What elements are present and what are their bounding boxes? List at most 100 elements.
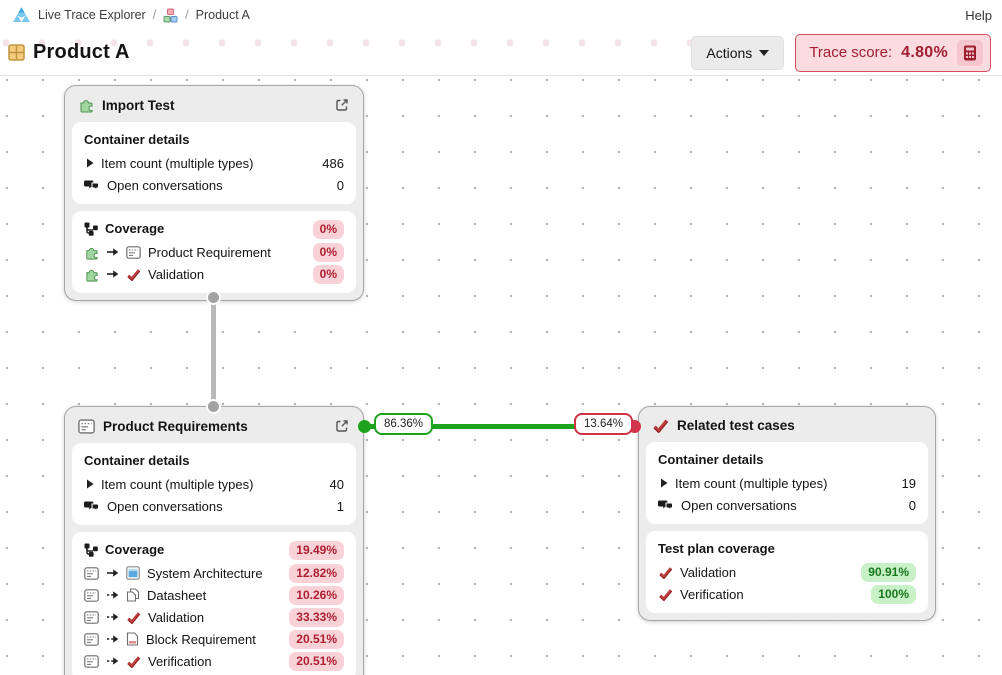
- puzzle-icon: [78, 97, 94, 113]
- detail-row: Item count (multiple types) 19: [658, 472, 916, 494]
- actions-button[interactable]: Actions: [691, 35, 785, 70]
- coverage-target: Validation: [148, 266, 205, 282]
- connector-dot-top: [206, 290, 221, 305]
- form-icon: [84, 566, 99, 580]
- triangle-right-icon[interactable]: [86, 479, 94, 489]
- detail-row: Open conversations 0: [84, 174, 344, 196]
- section-heading: Container details: [658, 452, 764, 467]
- coverage-badge: 10.26%: [289, 585, 344, 605]
- external-link-icon[interactable]: [334, 97, 350, 113]
- trace-score-badge[interactable]: Trace score: 4.80%: [795, 33, 991, 72]
- coverage-total-badge: 19.49%: [289, 540, 344, 560]
- card-related-test-cases[interactable]: Related test cases Container details Ite…: [638, 406, 936, 621]
- coverage-target: Verification: [148, 653, 212, 669]
- page-title: Product A: [33, 41, 130, 63]
- trace-icon: [84, 543, 98, 557]
- coverage-badge: 12.82%: [289, 563, 344, 583]
- breadcrumb-current[interactable]: Product A: [195, 8, 250, 22]
- card-product-requirements-header: Product Requirements: [65, 407, 363, 443]
- top-bar: Live Trace Explorer / / Product A Help: [0, 0, 1002, 30]
- form-icon: [84, 588, 99, 602]
- breadcrumb-separator: /: [152, 8, 157, 22]
- edge-label-red[interactable]: 13.64%: [574, 413, 634, 435]
- coverage-target: Validation: [680, 564, 737, 580]
- puzzle-icon: [84, 267, 99, 282]
- check-icon: [652, 418, 669, 433]
- check-icon: [126, 611, 141, 624]
- card-title: Import Test: [102, 97, 175, 113]
- grid-icon: [8, 44, 25, 61]
- coverage-row: Verification 100%: [658, 583, 916, 605]
- check-icon: [658, 566, 673, 579]
- connector-dot-bottom: [206, 399, 221, 414]
- coverage-row: Validation 0%: [84, 263, 344, 285]
- card-related-test-cases-header: Related test cases: [639, 407, 935, 442]
- triangle-right-icon[interactable]: [86, 158, 94, 168]
- arrow-right-dashed-icon: [106, 612, 119, 622]
- edge-green-line: [362, 424, 636, 429]
- container-details-section: Container details Item count (multiple t…: [72, 443, 356, 525]
- arrow-right-dashed-icon: [106, 656, 119, 666]
- conversations-icon: [658, 498, 674, 512]
- form-icon: [84, 632, 99, 646]
- arrow-right-dashed-icon: [106, 634, 119, 644]
- coverage-heading: Coverage: [105, 542, 165, 557]
- detail-label: Open conversations: [681, 497, 797, 513]
- coverage-badge: 20.51%: [289, 629, 344, 649]
- check-icon: [126, 655, 141, 668]
- form-icon: [126, 245, 141, 259]
- detail-row: Open conversations 1: [84, 495, 344, 517]
- coverage-target: System Architecture: [147, 565, 263, 581]
- detail-label: Item count (multiple types): [675, 475, 828, 491]
- coverage-heading-row: Coverage 19.49%: [84, 540, 344, 560]
- block-requirement-icon: [126, 632, 139, 646]
- trace-score-value: 4.80%: [901, 43, 948, 61]
- external-link-icon[interactable]: [334, 418, 350, 434]
- arrow-right-icon: [106, 247, 119, 257]
- coverage-badge: 33.33%: [289, 607, 344, 627]
- help-link[interactable]: Help: [965, 7, 992, 23]
- breadcrumb: Live Trace Explorer / / Product A: [12, 6, 250, 25]
- coverage-badge: 0%: [312, 242, 344, 262]
- coverage-badge: 90.91%: [861, 562, 916, 582]
- test-plan-coverage-section: Test plan coverage Validation 90.91% Ver…: [646, 531, 928, 613]
- conversations-icon: [84, 178, 100, 192]
- breadcrumb-separator: /: [185, 8, 189, 22]
- card-product-requirements[interactable]: Product Requirements Container details I…: [64, 406, 364, 675]
- coverage-row: Verification 20.51%: [84, 650, 344, 672]
- card-import-test-header: Import Test: [65, 86, 363, 122]
- coverage-total-badge: 0%: [312, 219, 344, 239]
- edge-port-green: [358, 420, 371, 433]
- section-heading: Container details: [84, 453, 190, 468]
- coverage-target: Validation: [148, 609, 205, 625]
- card-import-test[interactable]: Import Test Container details Item count…: [64, 85, 364, 301]
- coverage-heading-row: Coverage 0%: [84, 219, 344, 239]
- conversations-icon: [84, 499, 100, 513]
- container-details-section: Container details Item count (multiple t…: [72, 122, 356, 204]
- form-icon: [78, 418, 95, 434]
- detail-label: Item count (multiple types): [101, 476, 254, 492]
- system-architecture-icon: [126, 566, 140, 580]
- connector-vertical-line: [211, 294, 216, 408]
- trace-canvas: Import Test Container details Item count…: [0, 76, 1002, 675]
- coverage-target: Verification: [680, 586, 744, 602]
- form-icon: [84, 610, 99, 624]
- datasheet-icon: [126, 588, 140, 602]
- triangle-right-icon[interactable]: [660, 478, 668, 488]
- edge-label-green[interactable]: 86.36%: [374, 413, 434, 435]
- detail-label: Item count (multiple types): [101, 155, 254, 171]
- arrow-right-icon: [106, 269, 119, 279]
- section-heading: Container details: [84, 132, 190, 147]
- actions-button-label: Actions: [706, 44, 753, 61]
- component-icon[interactable]: [163, 8, 178, 23]
- calculator-icon[interactable]: [957, 39, 983, 66]
- detail-value: 1: [336, 498, 344, 514]
- detail-row: Open conversations 0: [658, 494, 916, 516]
- chevron-down-icon: [759, 49, 770, 56]
- coverage-row: Product Requirement 0%: [84, 241, 344, 263]
- form-icon: [84, 654, 99, 668]
- detail-value: 19: [901, 475, 916, 491]
- breadcrumb-app-link[interactable]: Live Trace Explorer: [38, 8, 146, 22]
- arrow-right-icon: [106, 568, 119, 578]
- trace-icon: [84, 222, 98, 236]
